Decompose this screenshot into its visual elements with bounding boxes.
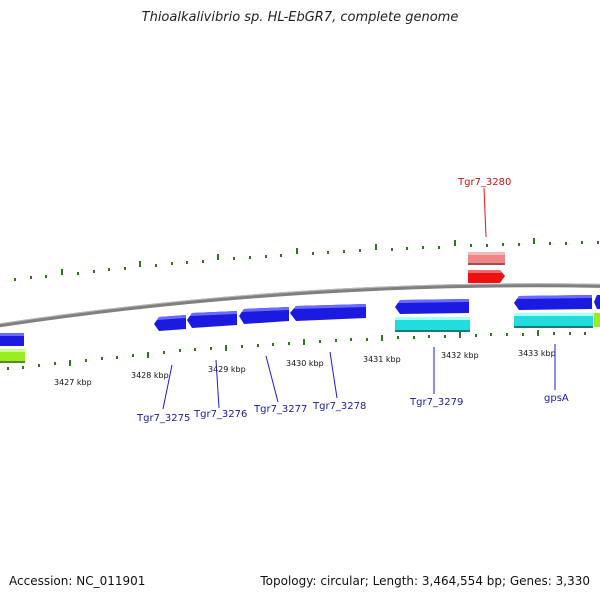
- gene-label-gpsA[interactable]: gpsA: [544, 393, 569, 404]
- lower-tick-track: [7, 330, 586, 370]
- gene-feature-right-edge-blue[interactable]: [594, 295, 600, 309]
- scale-label: 3428 kbp: [131, 371, 169, 380]
- gene-feature-left-blue[interactable]: [0, 333, 24, 346]
- gene-feature-tgr7-3280-pink[interactable]: [468, 252, 505, 265]
- gene-label-tgr7-3276[interactable]: Tgr7_3276: [193, 409, 247, 420]
- gene-feature-tgr7-3276[interactable]: [187, 311, 237, 328]
- label-leader-line-red: [483, 187, 487, 238]
- gene-feature-tgr7-3277[interactable]: [239, 307, 289, 324]
- gene-feature-tgr7-3278[interactable]: [290, 304, 366, 321]
- gene-feature-tgr7-3279-cds[interactable]: [395, 317, 470, 332]
- gene-feature-tgr7-3280-red[interactable]: [468, 270, 505, 283]
- genome-backbone: [0, 283, 600, 328]
- scale-label: 3429 kbp: [208, 365, 246, 374]
- gene-feature-left-green[interactable]: [0, 349, 25, 363]
- scale-label: 3427 kbp: [54, 378, 92, 387]
- genome-title: Thioalkalivibrio sp. HL-EbGR7, complete …: [141, 10, 459, 25]
- gene-label-tgr7-3277[interactable]: Tgr7_3277: [253, 404, 307, 415]
- gene-feature-right-edge-green[interactable]: [594, 313, 600, 327]
- scale-label: 3431 kbp: [363, 355, 401, 364]
- scale-label: 3433 kbp: [518, 349, 556, 358]
- gene-feature-gpsA[interactable]: [514, 295, 592, 310]
- accession-text: Accession: NC_011901: [9, 574, 146, 588]
- gene-label-tgr7-3279[interactable]: Tgr7_3279: [409, 397, 463, 408]
- upper-tick-track: [14, 238, 599, 281]
- gene-feature-tgr7-3279[interactable]: [395, 299, 469, 314]
- gene-feature-tgr7-3275[interactable]: [154, 315, 186, 331]
- gene-label-tgr7-3275[interactable]: Tgr7_3275: [136, 413, 190, 424]
- scale-label: 3432 kbp: [441, 351, 479, 360]
- gene-feature-gpsA-cds[interactable]: [514, 313, 593, 328]
- gene-label-tgr7-3278[interactable]: Tgr7_3278: [312, 401, 366, 412]
- scale-label: 3430 kbp: [286, 359, 324, 368]
- gene-label-tgr7-3280[interactable]: Tgr7_3280: [457, 177, 511, 188]
- label-leader-lines: [162, 344, 556, 410]
- genome-summary-text: Topology: circular; Length: 3,464,554 bp…: [260, 574, 590, 588]
